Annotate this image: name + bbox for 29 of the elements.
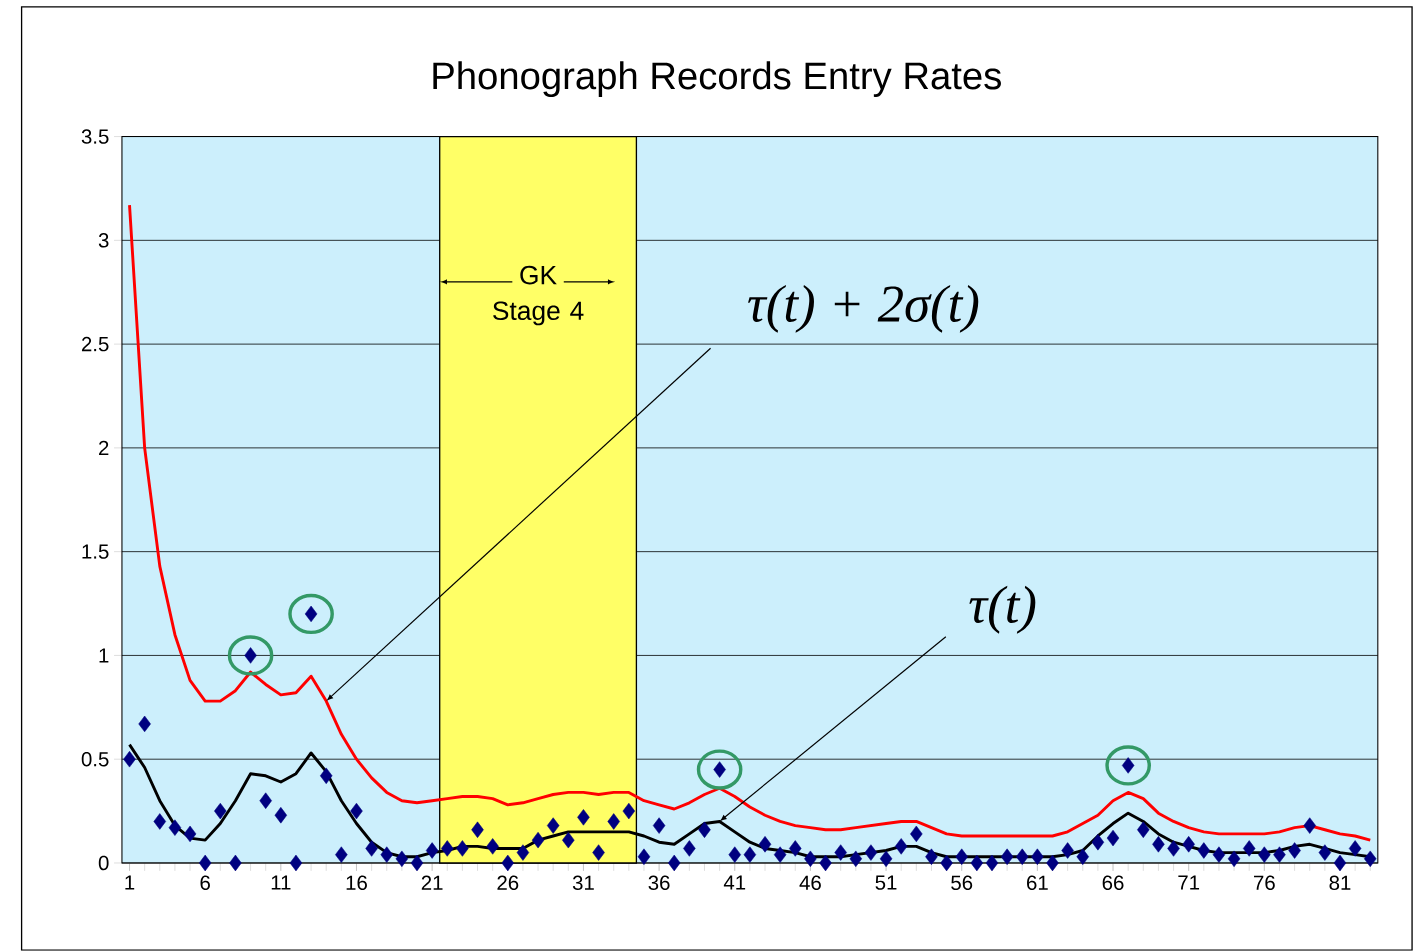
x-tick-label: 21: [421, 875, 443, 890]
annotation: τ(t): [969, 585, 1036, 634]
x-tick-label: 41: [723, 875, 746, 890]
x-tick-label: 56: [951, 875, 973, 891]
x-tick-label: 26: [497, 875, 519, 891]
band-label: GK Stage 4: [493, 265, 584, 326]
x-tick-label: 46: [799, 875, 821, 891]
x-tick-label: 1: [125, 875, 135, 890]
y-tick-label: 0: [98, 855, 109, 871]
x-tick-label: 71: [1178, 875, 1200, 890]
x-tick-label: 31: [572, 875, 594, 891]
x-tick-label: 16: [346, 875, 367, 891]
x-tick-label: 81: [1329, 875, 1351, 891]
x-tick-label: 36: [648, 875, 670, 891]
chart-title: Phonograph Records Entry Rates: [433, 61, 1001, 98]
x-tick-label: 76: [1254, 875, 1275, 891]
y-tick-label: 3.5: [81, 129, 109, 144]
x-tick-label: 6: [200, 875, 210, 891]
x-tick-label: 51: [875, 875, 897, 890]
y-tick-label: 2.5: [81, 337, 109, 352]
y-tick-label: 1: [99, 648, 109, 663]
y-tick-label: 2: [99, 440, 109, 456]
y-tick-label: 1.5: [82, 544, 109, 559]
y-tick-label: 0.5: [81, 752, 109, 767]
x-tick-label: 61: [1027, 875, 1048, 891]
y-tick-label: 3: [98, 233, 109, 248]
x-tick-label: 11: [271, 875, 291, 890]
annotation: τ(t) + 2σ(t): [748, 285, 979, 333]
x-tick-label: 66: [1102, 875, 1124, 891]
